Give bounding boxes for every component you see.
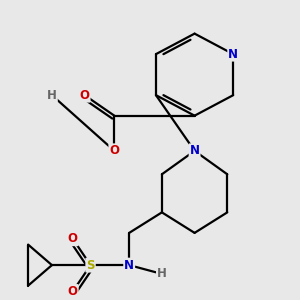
Text: H: H [157, 267, 167, 280]
Text: S: S [86, 259, 95, 272]
Text: O: O [80, 89, 90, 102]
Text: O: O [68, 232, 78, 245]
Text: H: H [47, 89, 57, 102]
Text: N: N [190, 144, 200, 157]
Text: N: N [124, 259, 134, 272]
Text: O: O [68, 285, 78, 298]
Text: N: N [228, 48, 238, 61]
Text: O: O [109, 144, 119, 157]
